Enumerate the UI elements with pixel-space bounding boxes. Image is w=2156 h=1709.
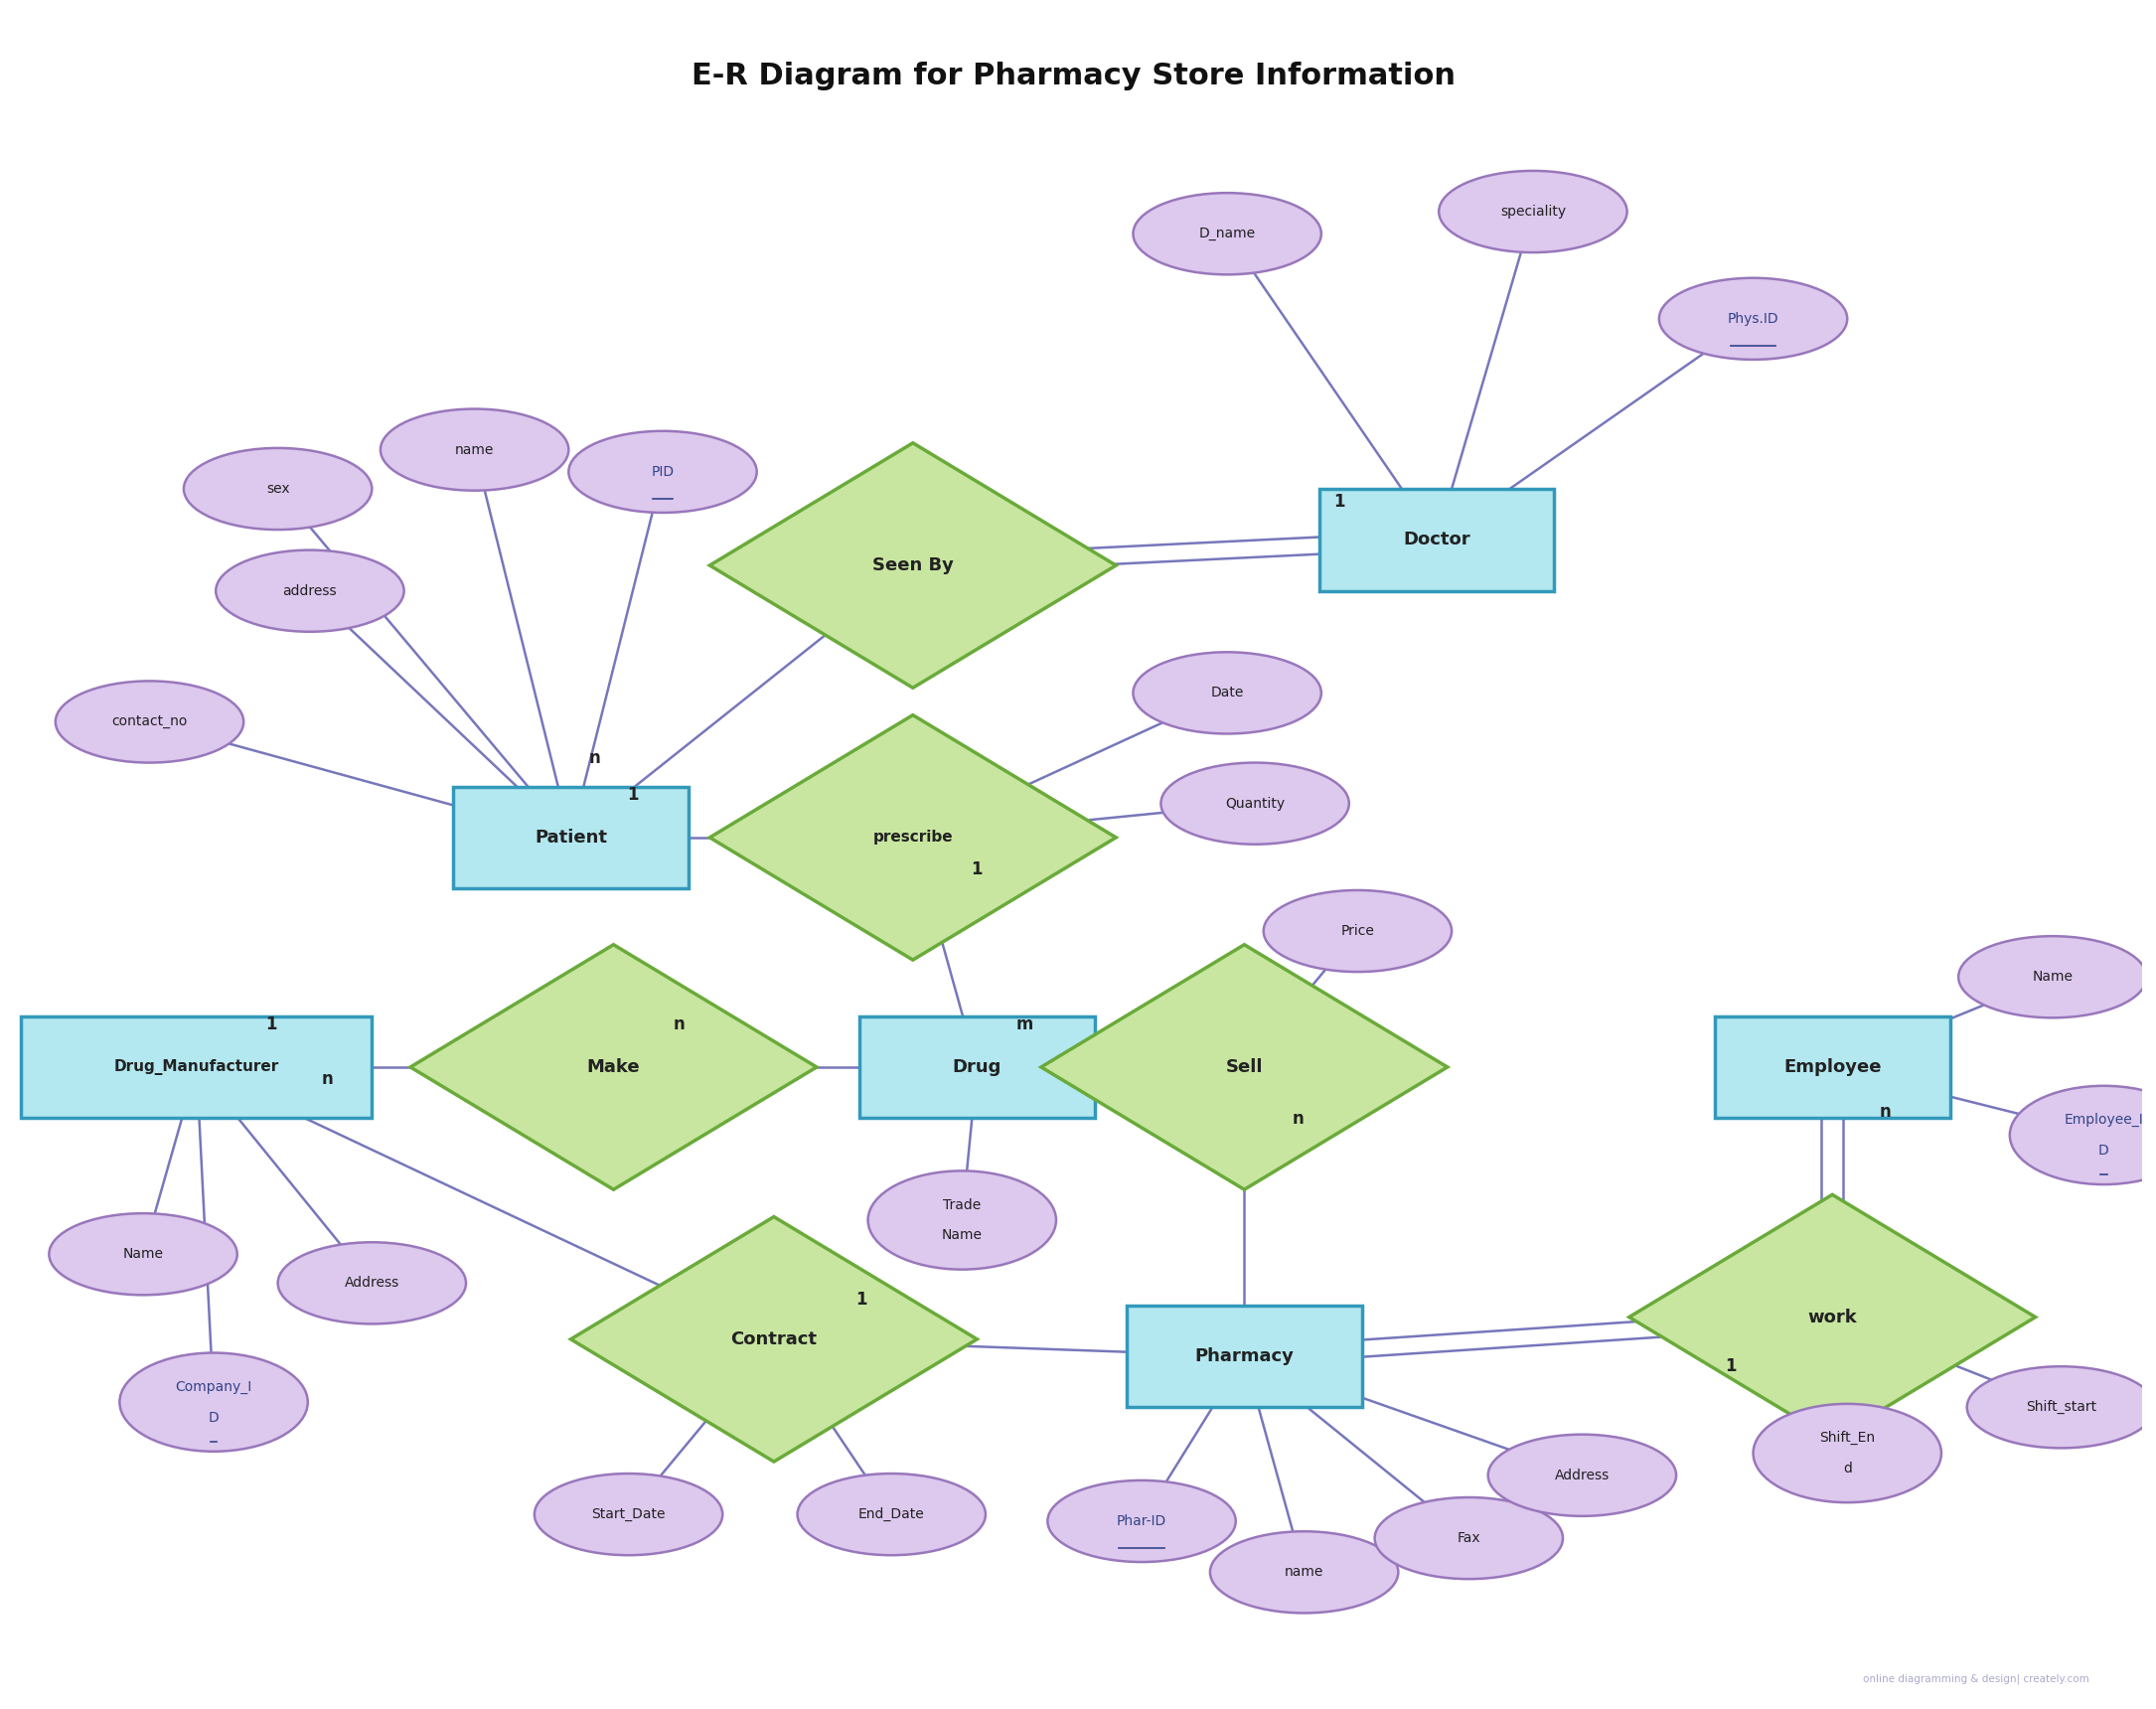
Text: 1: 1 xyxy=(1332,494,1345,511)
Text: 1: 1 xyxy=(970,861,983,878)
Text: Seen By: Seen By xyxy=(873,557,953,574)
Polygon shape xyxy=(709,714,1117,960)
Polygon shape xyxy=(571,1217,977,1461)
Ellipse shape xyxy=(50,1213,237,1295)
Ellipse shape xyxy=(216,550,403,632)
Text: Employee: Employee xyxy=(1783,1058,1882,1077)
Text: Phar-ID: Phar-ID xyxy=(1117,1514,1166,1528)
Text: D: D xyxy=(2098,1143,2109,1157)
Text: Drug: Drug xyxy=(953,1058,1003,1077)
Ellipse shape xyxy=(1958,937,2147,1019)
Text: Trade: Trade xyxy=(942,1198,981,1212)
Text: Name: Name xyxy=(123,1248,164,1261)
Text: sex: sex xyxy=(265,482,289,496)
Ellipse shape xyxy=(2009,1085,2156,1184)
FancyBboxPatch shape xyxy=(22,1017,371,1118)
Ellipse shape xyxy=(1753,1403,1940,1502)
Ellipse shape xyxy=(379,408,569,490)
Text: 1: 1 xyxy=(627,786,638,803)
Text: Doctor: Doctor xyxy=(1404,531,1470,549)
Text: Company_I: Company_I xyxy=(175,1379,252,1395)
Text: Date: Date xyxy=(1212,685,1244,701)
Text: n: n xyxy=(673,1015,686,1034)
Text: Contract: Contract xyxy=(731,1330,817,1348)
Text: Price: Price xyxy=(1341,925,1373,938)
FancyBboxPatch shape xyxy=(453,786,688,889)
Text: n: n xyxy=(1880,1102,1891,1121)
Text: prescribe: prescribe xyxy=(873,831,953,844)
Text: Shift_start: Shift_start xyxy=(2027,1400,2096,1415)
Ellipse shape xyxy=(1376,1497,1563,1579)
Polygon shape xyxy=(709,443,1117,687)
Ellipse shape xyxy=(798,1473,985,1555)
FancyBboxPatch shape xyxy=(1128,1306,1363,1407)
Ellipse shape xyxy=(1134,193,1322,275)
Ellipse shape xyxy=(1488,1434,1675,1516)
Text: online diagramming & design| creately.com: online diagramming & design| creately.co… xyxy=(1863,1675,2089,1685)
Text: Name: Name xyxy=(2033,971,2072,984)
Ellipse shape xyxy=(1263,890,1451,972)
Ellipse shape xyxy=(569,431,757,513)
Ellipse shape xyxy=(119,1354,308,1451)
Text: E-R Diagram for Pharmacy Store Information: E-R Diagram for Pharmacy Store Informati… xyxy=(692,62,1455,91)
Text: name: name xyxy=(1285,1565,1324,1579)
Text: Start_Date: Start_Date xyxy=(591,1507,666,1521)
Polygon shape xyxy=(1630,1195,2035,1439)
Text: work: work xyxy=(1807,1307,1856,1326)
Text: D: D xyxy=(209,1410,220,1424)
FancyBboxPatch shape xyxy=(1714,1017,1949,1118)
Text: Employee_I: Employee_I xyxy=(2063,1113,2143,1126)
Text: speciality: speciality xyxy=(1501,205,1565,219)
Text: 1: 1 xyxy=(1725,1357,1736,1376)
Ellipse shape xyxy=(869,1171,1056,1270)
Ellipse shape xyxy=(1134,653,1322,733)
Ellipse shape xyxy=(1210,1531,1399,1613)
Ellipse shape xyxy=(278,1242,466,1324)
Ellipse shape xyxy=(1160,762,1350,844)
Ellipse shape xyxy=(535,1473,722,1555)
Polygon shape xyxy=(1041,945,1447,1189)
Text: End_Date: End_Date xyxy=(858,1507,925,1521)
Text: Drug_Manufacturer: Drug_Manufacturer xyxy=(114,1060,278,1075)
Text: Sell: Sell xyxy=(1225,1058,1263,1077)
Text: 1: 1 xyxy=(856,1290,867,1309)
Text: Fax: Fax xyxy=(1457,1531,1481,1545)
Ellipse shape xyxy=(183,448,371,530)
Text: Pharmacy: Pharmacy xyxy=(1194,1347,1294,1365)
Text: n: n xyxy=(1291,1111,1304,1128)
Ellipse shape xyxy=(1660,279,1848,359)
Text: name: name xyxy=(455,443,494,456)
Text: address: address xyxy=(282,584,336,598)
Text: Quantity: Quantity xyxy=(1225,796,1285,810)
Text: n: n xyxy=(589,750,599,767)
Text: Phys.ID: Phys.ID xyxy=(1727,311,1779,326)
Ellipse shape xyxy=(1966,1367,2156,1448)
FancyBboxPatch shape xyxy=(860,1017,1095,1118)
Text: Patient: Patient xyxy=(535,829,608,846)
Text: Address: Address xyxy=(1554,1468,1611,1482)
Text: d: d xyxy=(1843,1461,1852,1475)
Text: 1: 1 xyxy=(265,1015,278,1034)
FancyBboxPatch shape xyxy=(1319,489,1554,591)
Ellipse shape xyxy=(56,680,244,762)
Ellipse shape xyxy=(1438,171,1628,253)
Text: Make: Make xyxy=(586,1058,640,1077)
Text: contact_no: contact_no xyxy=(112,714,188,728)
Text: m: m xyxy=(1015,1015,1033,1034)
Text: Address: Address xyxy=(345,1277,399,1290)
Text: PID: PID xyxy=(651,465,675,479)
Text: Shift_En: Shift_En xyxy=(1820,1430,1876,1444)
Text: n: n xyxy=(321,1070,334,1089)
Text: D_name: D_name xyxy=(1199,227,1255,241)
Polygon shape xyxy=(410,945,817,1189)
Ellipse shape xyxy=(1048,1480,1235,1562)
Text: Name: Name xyxy=(942,1229,983,1242)
